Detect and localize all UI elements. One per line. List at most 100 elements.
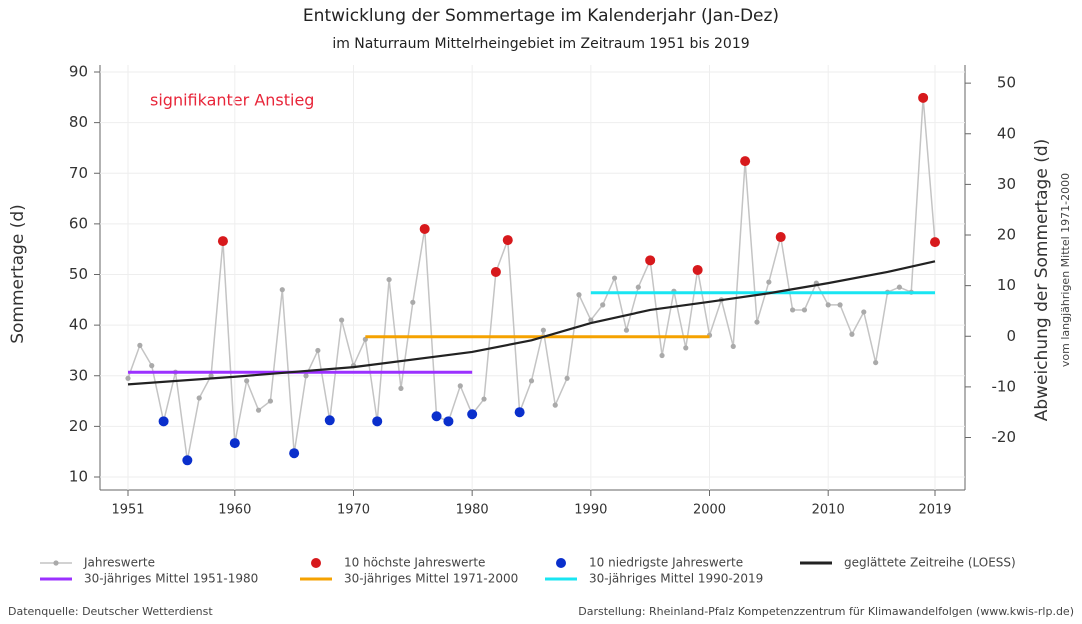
data-point — [837, 302, 843, 308]
data-point — [514, 407, 525, 418]
data-point — [730, 343, 736, 349]
data-point — [467, 409, 478, 420]
y2-axis-label: Abweichung der Sommertage (d) — [1032, 139, 1052, 422]
data-point — [386, 276, 392, 283]
data-point — [861, 309, 867, 315]
y-tick-label: 50 — [69, 265, 88, 283]
data-point — [431, 411, 442, 422]
data-point — [196, 395, 202, 401]
data-point — [930, 237, 940, 248]
y-tick-label: 70 — [69, 164, 88, 182]
data-point — [244, 378, 250, 384]
data-point — [457, 383, 463, 389]
data-point — [149, 363, 155, 369]
data-point — [659, 352, 665, 359]
legend-label: 30-jähriges Mittel 1990-2019 — [589, 572, 763, 586]
credit: Darstellung: Rheinland-Pfalz Kompetenzze… — [578, 605, 1074, 618]
y-tick-label: 60 — [69, 214, 88, 232]
data-point — [372, 416, 383, 427]
data-point — [324, 415, 335, 426]
y2-tick-label: 0 — [1006, 327, 1016, 345]
y-tick-label: 90 — [69, 63, 88, 81]
legend-label: Jahreswerte — [83, 556, 155, 570]
data-point — [315, 347, 321, 354]
data-point — [481, 396, 487, 402]
data-point — [540, 327, 546, 333]
legend-label: 10 niedrigste Jahreswerte — [589, 556, 743, 570]
data-point — [125, 375, 131, 381]
x-tick-label: 1960 — [218, 503, 251, 518]
data-point — [217, 236, 228, 247]
x-tick-label: 1990 — [574, 503, 607, 518]
data-point — [339, 317, 345, 323]
x-tick-label: 1980 — [456, 503, 489, 518]
chart-subtitle: im Naturraum Mittelrheingebiet im Zeitra… — [332, 36, 749, 52]
legend-swatch — [53, 560, 59, 566]
legend-swatch — [556, 558, 566, 568]
data-point — [801, 307, 808, 313]
annotation: signifikanter Anstieg — [150, 91, 314, 110]
legend-swatch — [311, 558, 321, 568]
data-point — [419, 223, 430, 234]
data-point — [267, 398, 274, 404]
data-point — [410, 299, 416, 305]
data-point — [279, 287, 285, 293]
source: Datenquelle: Deutscher Wetterdienst — [8, 605, 213, 618]
y-tick-label: 40 — [69, 316, 88, 334]
legend-label: geglättete Zeitreihe (LOESS) — [844, 556, 1016, 570]
data-point — [289, 448, 300, 459]
data-point — [576, 292, 582, 298]
data-point — [588, 317, 594, 323]
y-tick-label: 10 — [69, 468, 88, 486]
data-point — [740, 156, 751, 167]
y2-tick-label: 20 — [997, 226, 1016, 244]
data-point — [158, 416, 169, 427]
data-point — [754, 319, 760, 325]
data-point — [564, 375, 570, 381]
x-tick-label: 2010 — [812, 503, 845, 518]
data-point — [611, 275, 618, 281]
data-point — [303, 373, 309, 379]
data-point — [552, 402, 558, 408]
y-tick-label: 20 — [69, 417, 88, 435]
x-tick-label: 2000 — [693, 503, 726, 518]
data-point — [528, 378, 535, 384]
x-tick-label: 1970 — [337, 503, 370, 518]
data-point — [443, 416, 454, 427]
x-tick-label: 1951 — [111, 503, 144, 518]
data-point — [775, 232, 786, 243]
y-axis-label: Sommertage (d) — [8, 204, 28, 344]
data-point — [692, 264, 703, 275]
data-point — [825, 302, 831, 308]
y2-tick-label: 50 — [997, 74, 1016, 92]
series-line — [127, 260, 936, 386]
data-point — [896, 284, 902, 290]
y2-tick-label: -20 — [992, 428, 1017, 446]
legend-label: 30-jähriges Mittel 1971-2000 — [344, 572, 518, 586]
data-point — [873, 359, 879, 366]
y2-tick-label: 30 — [997, 175, 1016, 193]
data-point — [645, 255, 656, 266]
data-point — [600, 302, 606, 308]
data-point — [137, 342, 143, 348]
data-point — [255, 407, 262, 413]
data-point — [789, 307, 796, 313]
data-point — [208, 373, 214, 379]
y2-tick-label: 40 — [997, 124, 1016, 142]
y2-tick-label: 10 — [997, 276, 1016, 294]
y-tick-label: 30 — [69, 366, 88, 384]
chart-title: Entwicklung der Sommertage im Kalenderja… — [303, 6, 779, 26]
data-point — [398, 385, 404, 392]
x-tick-label: 2019 — [918, 503, 951, 518]
y2-tick-label: -10 — [992, 377, 1017, 395]
y2-axis-sublabel: vom langjährigen Mittel 1971-2000 — [1059, 173, 1072, 367]
data-point — [918, 92, 929, 103]
data-point — [623, 327, 630, 333]
data-point — [766, 279, 772, 285]
y-tick-label: 80 — [69, 113, 88, 131]
legend-label: 10 höchste Jahreswerte — [344, 556, 485, 570]
data-point — [502, 235, 513, 246]
data-point — [229, 438, 240, 449]
data-point — [683, 345, 689, 351]
